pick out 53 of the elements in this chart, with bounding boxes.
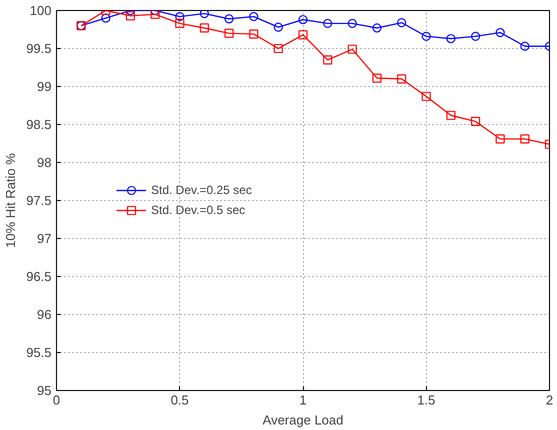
x-tick-label: 0 [52, 392, 60, 408]
point [249, 30, 258, 39]
point [422, 32, 431, 41]
x-axis-title: Average Load [262, 412, 344, 428]
point [150, 10, 160, 19]
point [348, 44, 357, 54]
point [348, 18, 357, 28]
point [372, 23, 382, 33]
point [298, 15, 308, 24]
point [274, 22, 283, 32]
y-axis-title: 10% Hit Ratio % [3, 152, 18, 248]
point [422, 92, 431, 101]
y-tick-label: 99 [37, 79, 52, 94]
legend-label: Std. Dev.=0.25 sec [151, 183, 252, 197]
point [101, 14, 110, 23]
point [249, 12, 258, 22]
y-tick-label: 97.5 [26, 193, 52, 208]
y-tick-label: 96.5 [26, 269, 52, 284]
point [471, 32, 480, 41]
point [397, 74, 406, 84]
point [126, 11, 135, 20]
y-tick-label: 98.5 [26, 117, 52, 132]
point [175, 18, 184, 28]
point [298, 30, 308, 40]
point [224, 14, 234, 24]
y-tick-label: 95 [37, 383, 52, 398]
point [323, 55, 332, 64]
point [496, 28, 505, 38]
point [520, 42, 530, 51]
legend-label: Std. Dev.=0.5 sec [151, 203, 246, 217]
point [200, 10, 209, 18]
y-tick-label: 100 [30, 3, 52, 18]
point [471, 116, 480, 126]
y-tick-label: 98 [37, 155, 52, 170]
point [175, 12, 184, 22]
point [496, 134, 505, 144]
y-tick-label: 96 [37, 307, 52, 322]
point [446, 34, 456, 44]
x-tick-label: 1.5 [417, 392, 436, 408]
x-tick-label: 0.5 [170, 392, 189, 408]
point [224, 28, 234, 38]
point [323, 18, 332, 28]
point [200, 23, 209, 33]
y-tick-label: 97 [37, 231, 52, 246]
y-tick-label: 95.5 [26, 345, 52, 360]
point [520, 134, 530, 144]
x-tick-label: 2 [546, 392, 554, 408]
y-tick-label: 99.5 [26, 41, 52, 56]
point [274, 44, 283, 54]
point [446, 110, 456, 120]
x-tick-label: 1 [299, 392, 307, 408]
point [397, 18, 406, 28]
point [372, 74, 382, 83]
